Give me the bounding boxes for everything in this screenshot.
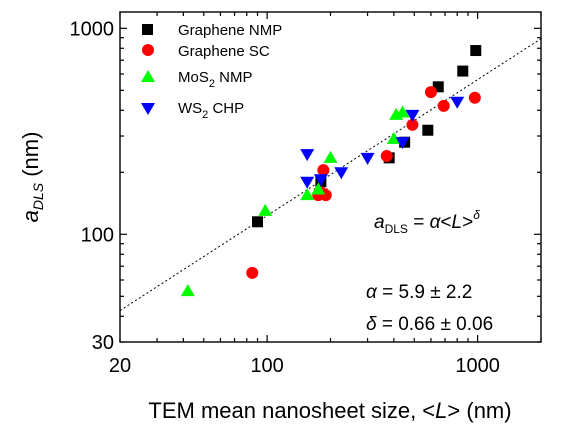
data-point	[424, 86, 437, 99]
legend-item-graphene-nmp: Graphene NMP	[142, 22, 282, 39]
x-tick-label: 100	[250, 355, 283, 377]
legend-item-ws2-chp: WS2 CHP	[141, 100, 244, 121]
legend-item-graphene-sc: Graphene SC	[142, 43, 270, 60]
legend-marker-square	[142, 24, 153, 35]
error-bars	[248, 120, 416, 277]
legend-label: WS2 CHP	[178, 100, 244, 121]
delta-value: δ = 0.66 ± 0.06	[366, 314, 493, 335]
x-tick-label: 1000	[455, 355, 500, 377]
data-point	[395, 137, 410, 150]
data-point	[258, 203, 273, 216]
data-point	[395, 105, 410, 118]
y-tick-label: 30	[92, 332, 114, 354]
data-points	[180, 45, 482, 297]
data-point	[386, 132, 401, 145]
legend-marker-circle	[142, 44, 154, 56]
x-tick-label: 20	[109, 355, 131, 377]
data-point	[432, 81, 444, 93]
data-point	[380, 149, 393, 162]
y-axis-title: aDLS (nm)	[18, 132, 46, 223]
data-point	[334, 167, 349, 180]
legend-label: Graphene NMP	[178, 22, 282, 39]
legend-marker-triangle-down	[141, 103, 155, 115]
axis-ticks	[119, 12, 542, 343]
data-point	[180, 284, 195, 297]
data-point	[317, 164, 330, 177]
data-point	[457, 65, 469, 77]
data-point	[468, 91, 481, 104]
data-point	[313, 174, 328, 187]
y-tick-label: 1000	[70, 18, 115, 40]
data-point	[300, 149, 315, 162]
fit-formula: aDLS = α<L>δ	[374, 208, 480, 236]
data-point	[360, 152, 375, 165]
data-point	[246, 266, 259, 279]
legend-label: MoS2 NMP	[178, 69, 252, 90]
data-point	[450, 96, 465, 109]
data-point	[422, 124, 434, 136]
data-point	[323, 150, 338, 163]
legend-label: Graphene SC	[178, 43, 270, 60]
data-point	[300, 188, 315, 201]
legend-item-mos2-nmp: MoS2 NMP	[141, 69, 252, 90]
data-point	[437, 99, 450, 112]
legend-marker-triangle-up	[141, 70, 155, 82]
legend: Graphene NMP Graphene SC MoS2 NMP WS2 CH…	[141, 22, 282, 121]
alpha-value: α = 5.9 ± 2.2	[366, 282, 472, 303]
data-point	[470, 45, 482, 57]
y-tick-label: 100	[81, 224, 114, 246]
data-point	[252, 216, 264, 228]
data-point	[405, 109, 420, 122]
x-axis-title: TEM mean nanosheet size, <L> (nm)	[148, 398, 511, 423]
data-point	[300, 176, 315, 189]
tick-labels: 20 100 1000 30 100 1000	[70, 18, 500, 377]
data-point	[406, 118, 419, 131]
data-point	[311, 182, 326, 195]
